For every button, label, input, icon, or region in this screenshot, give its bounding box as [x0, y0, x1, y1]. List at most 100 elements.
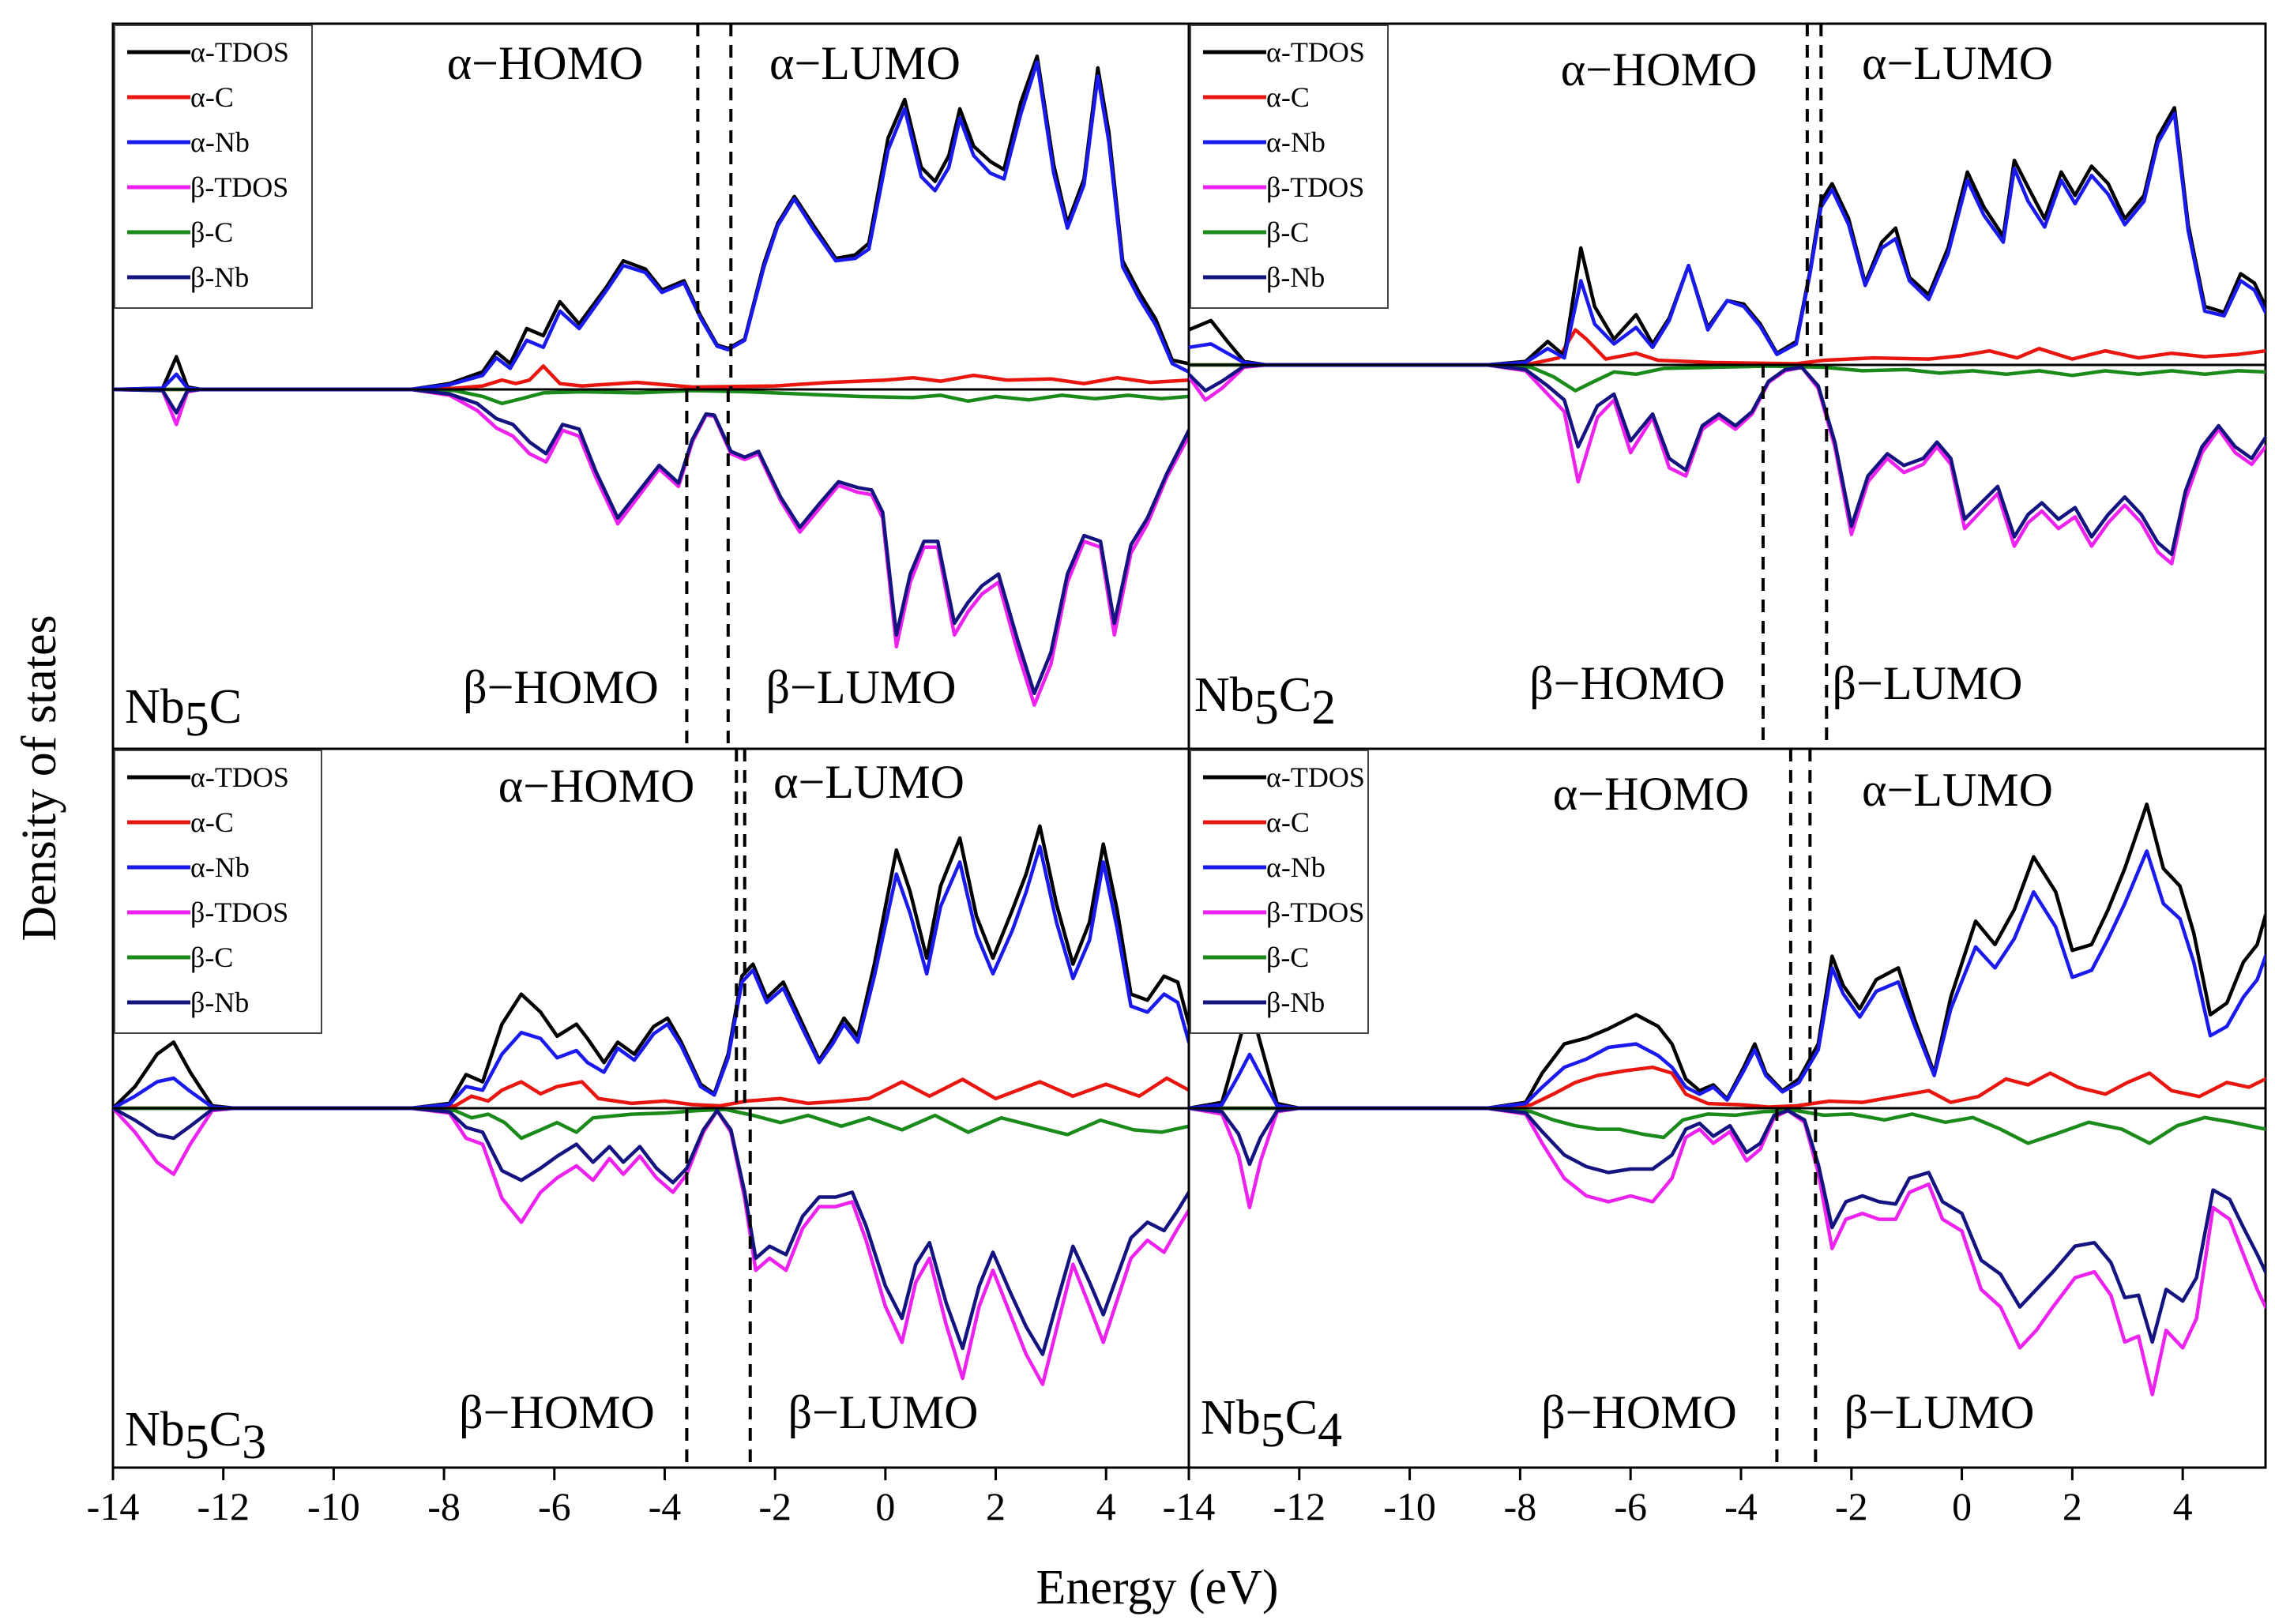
label-beta-homo: β−HOMO [1541, 1386, 1737, 1438]
x-tick-label: -8 [1504, 1484, 1537, 1528]
legend-label-beta-c: β-C [190, 942, 233, 973]
legend-label-beta-c: β-C [190, 216, 233, 248]
panel-nb5c3: α−HOMO α−LUMO β−HOMO β−LUMO Nb5C3 α-TDOS α-C α-… [87, 747, 1190, 1528]
legend: α-TDOS α-C α-Nb β-TDOS β-C β-Nb [1190, 24, 1389, 309]
x-tick-label: 0 [875, 1484, 895, 1528]
legend-label-beta-nb: β-Nb [190, 261, 249, 293]
label-alpha-lumo: α−LUMO [769, 37, 961, 89]
legend: α-TDOS α-C α-Nb β-TDOS β-C β-Nb [1190, 750, 1369, 1034]
legend-label-alpha-nb: α-Nb [1266, 126, 1326, 158]
label-alpha-homo: α−HOMO [447, 37, 644, 89]
y-axis-title: Density of states [13, 615, 66, 941]
system-label: Nb5C3 [125, 1403, 266, 1469]
series-line-alpha-nb [113, 60, 1189, 392]
series-line-beta-c [113, 1106, 1189, 1141]
label-beta-lumo: β−LUMO [1832, 657, 2022, 709]
label-beta-homo: β−HOMO [1529, 657, 1725, 709]
x-tick-label: -10 [307, 1484, 360, 1528]
legend-label-alpha-c: α-C [1266, 806, 1310, 838]
series-line-alpha-nb [1189, 849, 2266, 1111]
system-label: Nb5C2 [1194, 668, 1336, 735]
series-line-beta-tdos [1189, 363, 2266, 566]
legend-label-alpha-c: α-C [190, 806, 234, 838]
series-line-beta-nb [1189, 363, 2266, 557]
legend-label-beta-tdos: β-TDOS [1266, 171, 1364, 203]
x-tick-label: -12 [197, 1484, 250, 1528]
legend-label-alpha-tdos: α-TDOS [1266, 761, 1365, 793]
legend-box [114, 750, 322, 1034]
x-tick-label: -8 [427, 1484, 461, 1528]
legend-box [1190, 24, 1389, 309]
series-line-beta-c [1189, 363, 2266, 393]
x-axis-title: Energy (eV) [1036, 1561, 1278, 1615]
series-group [1189, 106, 2266, 566]
x-tick-label: 4 [1096, 1484, 1116, 1528]
series-line-alpha-c [113, 364, 1189, 392]
x-tick-label: 2 [986, 1484, 1006, 1528]
series-line-beta-nb [113, 387, 1189, 696]
x-tick-label: -14 [1163, 1484, 1216, 1528]
legend-label-beta-c: β-C [1266, 216, 1309, 248]
x-tick-label: 2 [2063, 1484, 2082, 1528]
series-line-alpha-c [1189, 1065, 2266, 1111]
series-line-beta-c [113, 387, 1189, 406]
x-tick-label: -2 [1835, 1484, 1868, 1528]
legend-label-alpha-tdos: α-TDOS [1266, 36, 1365, 68]
x-tick-label: -10 [1383, 1484, 1436, 1528]
legend-box [1190, 750, 1369, 1034]
legend-label-beta-nb: β-Nb [1266, 261, 1325, 293]
label-alpha-homo: α−HOMO [498, 760, 695, 812]
legend-label-alpha-tdos: α-TDOS [190, 36, 289, 68]
label-beta-lumo: β−LUMO [1844, 1386, 2034, 1438]
x-tick-label: -12 [1273, 1484, 1326, 1528]
label-beta-lumo: β−LUMO [765, 661, 956, 713]
legend-box [114, 24, 313, 309]
legend-label-alpha-nb: α-Nb [1266, 851, 1326, 883]
legend: α-TDOS α-C α-Nb β-TDOS β-C β-Nb [114, 750, 322, 1034]
legend-label-beta-tdos: β-TDOS [1266, 897, 1364, 928]
legend-label-beta-nb: β-Nb [190, 987, 249, 1018]
label-beta-homo: β−HOMO [463, 661, 659, 713]
legend-label-alpha-tdos: α-TDOS [190, 761, 289, 793]
label-alpha-lumo: α−LUMO [1862, 764, 2053, 816]
x-tick-label: -6 [538, 1484, 571, 1528]
series-line-beta-tdos [1189, 1106, 2266, 1397]
series-line-alpha-nb [1189, 111, 2266, 367]
x-tick-label: -14 [87, 1484, 140, 1528]
series-line-beta-tdos [113, 1106, 1189, 1386]
series-line-alpha-nb [113, 844, 1189, 1111]
label-beta-homo: β−HOMO [459, 1386, 655, 1438]
x-tick-label: 0 [1952, 1484, 1972, 1528]
legend-label-beta-nb: β-Nb [1266, 987, 1325, 1018]
legend-label-beta-c: β-C [1266, 942, 1309, 973]
x-tick-label: -2 [758, 1484, 792, 1528]
series-line-beta-tdos [113, 387, 1189, 707]
panel-nb5c: α−HOMO α−LUMO β−HOMO β−LUMO Nb5C α-TDOS α-C α-N… [111, 22, 1190, 750]
series-line-alpha-c [1189, 328, 2266, 367]
legend-label-alpha-nb: α-Nb [190, 851, 250, 883]
series-line-beta-c [1189, 1106, 2266, 1145]
label-alpha-lumo: α−LUMO [1862, 37, 2053, 89]
system-label: Nb5C [125, 680, 242, 746]
label-beta-lumo: β−LUMO [788, 1386, 978, 1438]
x-tick-label: -4 [649, 1484, 682, 1528]
x-tick-label: 4 [2173, 1484, 2193, 1528]
legend-label-alpha-c: α-C [190, 81, 234, 113]
series-group [1189, 802, 2266, 1397]
legend-label-alpha-nb: α-Nb [190, 126, 250, 158]
x-tick-label: -6 [1614, 1484, 1647, 1528]
series-line-beta-nb [113, 1106, 1189, 1356]
label-alpha-lumo: α−LUMO [773, 756, 965, 808]
series-group [113, 824, 1189, 1386]
system-label: Nb5C4 [1201, 1391, 1342, 1457]
legend-label-beta-tdos: β-TDOS [190, 171, 288, 203]
legend: α-TDOS α-C α-Nb β-TDOS β-C β-Nb [114, 24, 313, 309]
series-line-beta-nb [1189, 1106, 2266, 1344]
series-line-alpha-tdos [113, 824, 1189, 1111]
series-group [113, 54, 1189, 707]
series-line-alpha-c [113, 1076, 1189, 1111]
